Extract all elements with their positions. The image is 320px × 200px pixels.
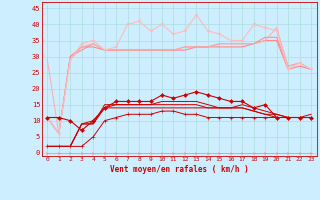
X-axis label: Vent moyen/en rafales ( km/h ): Vent moyen/en rafales ( km/h ) [110,165,249,174]
